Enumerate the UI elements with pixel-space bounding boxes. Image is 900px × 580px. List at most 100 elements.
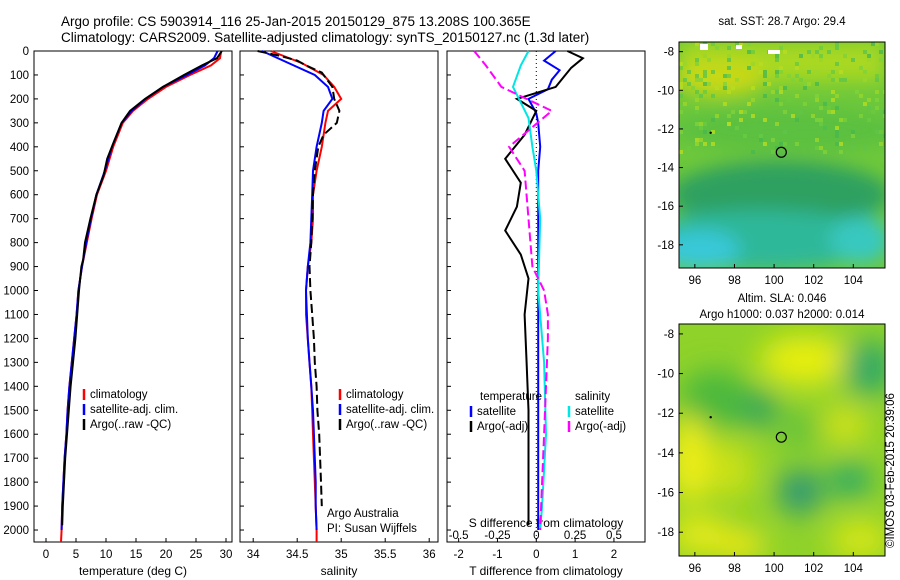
sst-pixel [831,110,835,114]
x-tick-label: 30 [220,549,233,561]
sst-pixel [803,86,807,90]
sst-pixel [867,98,871,102]
legend-label: satellite-adj. clim. [90,404,178,416]
sst-pixel [815,118,819,122]
sst-pixel [819,54,823,58]
sst-gap [768,50,780,54]
sst-pixel [779,70,783,74]
x-tick-label: 102 [804,275,823,287]
x-tick-label: 10 [100,549,113,561]
sst-pixel [823,150,827,154]
sst-pixel [699,94,703,98]
series-line-argo-raw-qc- [257,50,341,507]
x-tick-label: 20 [160,549,173,561]
sst-pixel [827,50,831,54]
difference-profile-xlabel: T difference from climatology [469,564,623,578]
sst-pixel [843,118,847,122]
sst-pixel [695,74,699,78]
sst-pixel [879,50,883,54]
sst-pixel [783,50,787,54]
sla-map-panel: Altim. SLA: 0.046 Argo h1000: 0.037 h2000… [657,293,886,575]
x-tick-label: 34 [247,549,260,561]
y-tick-label: 400 [10,142,29,154]
x-tick-label: 100 [764,563,783,575]
sst-pixel [763,70,767,74]
sst-pixel [867,58,871,62]
sst-pixel [875,74,879,78]
series-line-satellite-adj-clim- [261,50,334,531]
sst-pixel [875,78,879,82]
sst-pixel [839,142,843,146]
sst-pixel [727,58,731,62]
x-tick-label: 0 [43,549,49,561]
sst-pixel [711,42,715,46]
sst-pixel [879,58,883,62]
sst-pixel [723,82,727,86]
series-line-salinity-argo-adj- [473,50,554,531]
series-line-temperature-argo-adj- [503,50,585,526]
sst-pixel [679,126,683,130]
y-tick-label: -14 [657,163,674,175]
sst-pixel [703,142,707,146]
sst-pixel [747,102,751,106]
sst-pixel [707,74,711,78]
y-tick-label: -18 [657,240,674,252]
sst-pixel [867,54,871,58]
sst-pixel [783,86,787,90]
legend-label: satellite [575,406,614,418]
sst-pixel [695,46,699,50]
y-tick-label: 1900 [3,501,29,513]
sst-pixel [815,82,819,86]
sst-pixel [787,74,791,78]
sst-pixel [835,42,839,46]
sst-pixel [795,142,799,146]
sst-pixel [695,94,699,98]
sst-pixel [839,70,843,74]
sst-pixel [679,82,683,86]
sst-pixel [743,134,747,138]
sst-pixel [723,102,727,106]
sst-pixel [791,114,795,118]
sst-pixel [727,54,731,58]
sst-pixel [867,50,871,54]
sst-pixel [815,50,819,54]
sst-pixel [731,110,735,114]
legend-group-title: salinity [575,391,610,403]
sst-pixel [807,50,811,54]
x-tick-label: 96 [688,275,701,287]
sst-pixel [759,134,763,138]
x-tick-label: 1 [572,549,578,561]
sst-pixel [775,146,779,150]
sst-pixel [883,90,885,94]
s-tick-label: 0.25 [564,530,586,542]
sst-pixel [695,78,699,82]
sst-pixel [727,90,731,94]
series-line-argo-raw-qc- [61,50,223,526]
sst-pixel [707,58,711,62]
sst-pixel [863,146,867,150]
sst-pixel [703,54,707,58]
x-tick-label: 104 [844,563,864,575]
sst-pixel [775,98,779,102]
sst-pixel [795,66,799,70]
sst-pixel [859,94,863,98]
legend-label: climatology [90,389,148,401]
sst-pixel [875,106,879,110]
sst-pixel [683,102,687,106]
sst-pixel [875,130,879,134]
sst-pixel [695,110,699,114]
sst-pixel [803,102,807,106]
sst-pixel [883,42,885,46]
sst-pixel [751,62,755,66]
salinity-profile-frame [239,50,439,543]
sst-pixel [695,42,699,46]
x-tick-label: 15 [130,549,143,561]
sst-pixel [835,106,839,110]
sst-pixel [803,82,807,86]
sst-pixel [735,42,739,46]
sst-pixel [835,94,839,98]
y-tick-label: 600 [10,190,29,202]
x-tick-label: 0 [533,549,539,561]
sst-pixel [683,62,687,66]
sst-pixel [843,78,847,82]
